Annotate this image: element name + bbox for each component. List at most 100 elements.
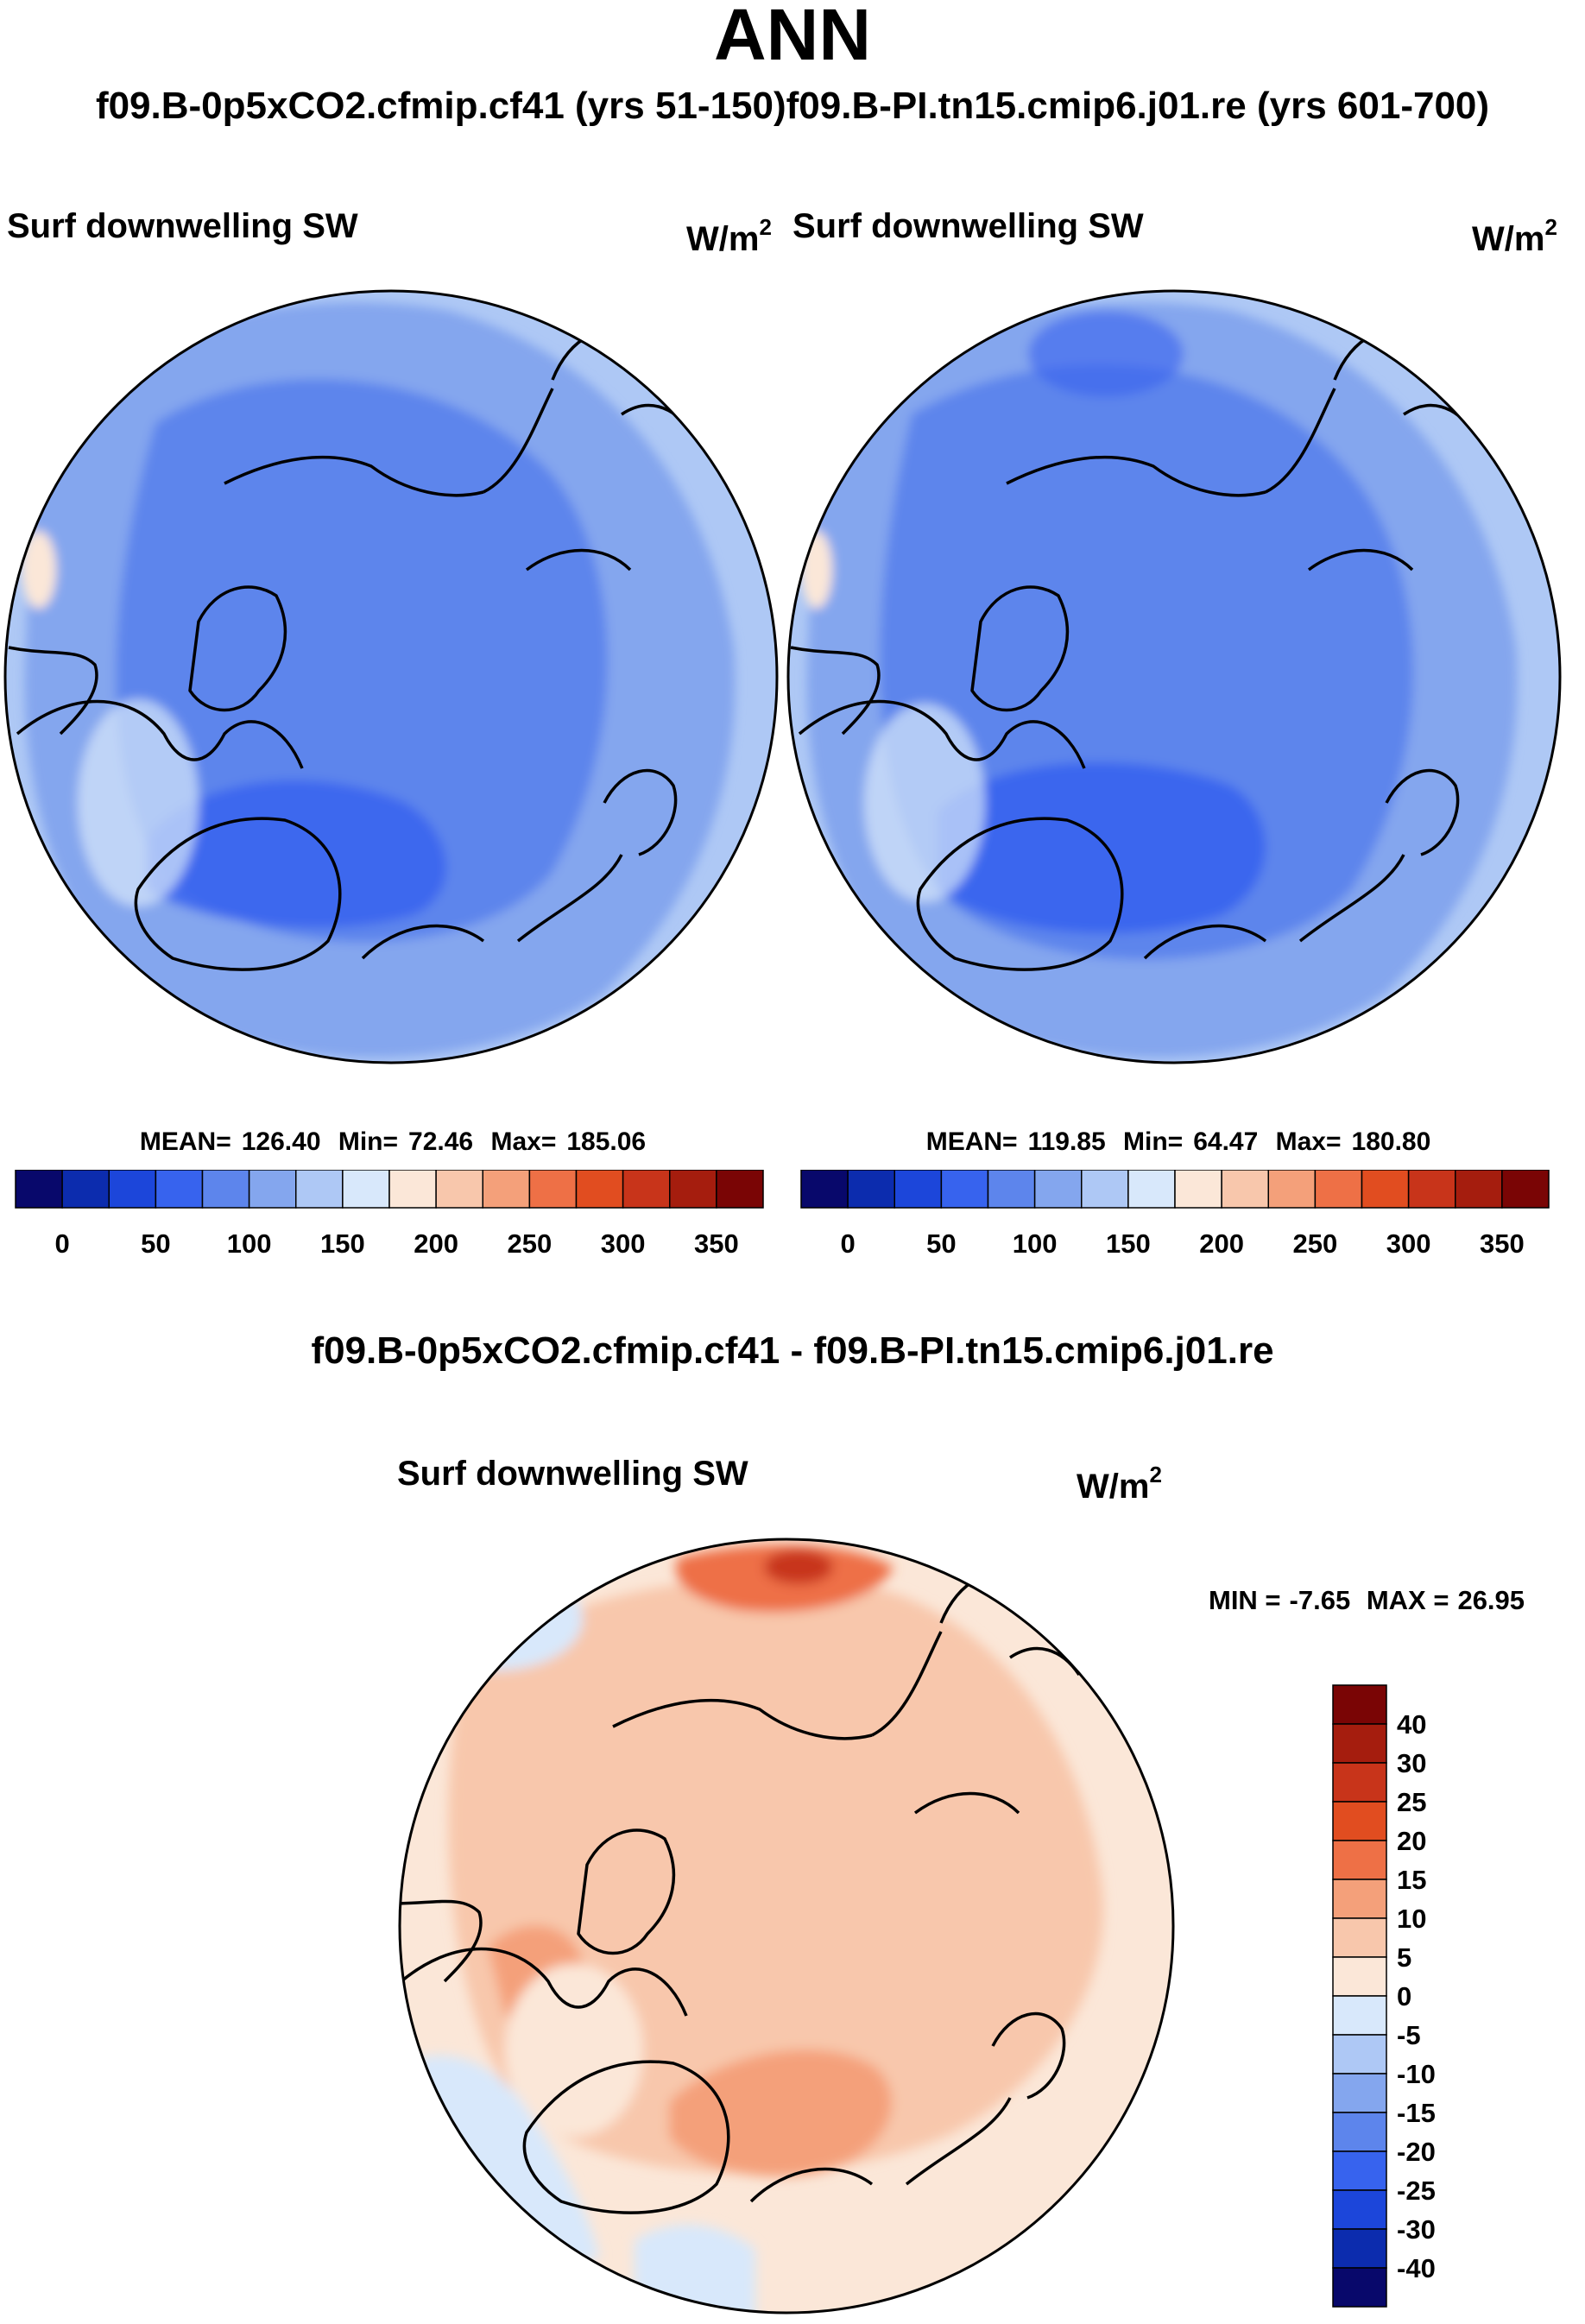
panel2-max: 180.80: [1351, 1127, 1431, 1156]
panel1-colorbar-box: [669, 1170, 717, 1209]
panel3-colorbar-tick-label: -40: [1397, 2253, 1436, 2283]
panel2-stats: MEAN= 119.85 Min= 64.47 Max= 180.80: [786, 1127, 1571, 1157]
panel3-colorbar-box: [1332, 1956, 1387, 1997]
panel3-min-label: MIN =: [1209, 1585, 1281, 1615]
panel1-field-min: [147, 780, 447, 928]
panel3-colorbar-box: [1332, 2073, 1387, 2113]
panel1-colorbar-tick-label: 150: [320, 1228, 365, 1259]
panel1-colorbar: 0 50 100 150 200 250 300 350: [15, 1170, 764, 1259]
panel1-field-max: [22, 531, 56, 609]
panel1-colorbar-tick-label: 250: [508, 1228, 553, 1259]
panel2-colorbar-tick-label: 50: [926, 1228, 956, 1259]
panel2-colorbar-box: [1174, 1170, 1222, 1209]
panel1-stats: MEAN= 126.40 Min= 72.46 Max= 185.06: [0, 1127, 786, 1157]
panel2-colorbar-tick-label: 100: [1013, 1228, 1058, 1259]
panel2-colorbar-box: [1267, 1170, 1317, 1209]
panel3-colorbar-box: [1332, 2189, 1387, 2230]
panel2-colorbar: 0 50 100 150 200 250 300 350: [800, 1170, 1550, 1259]
panel2-min: 64.47: [1193, 1127, 1259, 1156]
panel2-field-north: [1028, 311, 1184, 397]
panel3-colorbar-box: [1332, 2112, 1387, 2152]
panel1-colorbar-box: [482, 1170, 531, 1209]
panel2-map: [786, 289, 1562, 1064]
panel1-colorbar-box: [295, 1170, 344, 1209]
page-title: ANN: [714, 0, 871, 75]
case-title-2: f09.B-PI.tn15.cmip6.j01.re (yrs 601-700): [786, 85, 1490, 127]
panel3-colorbar-box: [1332, 2267, 1387, 2308]
panel3-map-border: [398, 1538, 1175, 2315]
panel2-field-min: [938, 761, 1266, 934]
panel1-colorbar-box: [155, 1170, 204, 1209]
panel3-colorbar-tick-label: -25: [1397, 2176, 1436, 2206]
panel3-colorbar-tick-label: -10: [1397, 2059, 1436, 2089]
panel2-variable-label: Surf downwelling SW: [792, 207, 1144, 245]
panel3-colorbar-box: [1332, 2228, 1387, 2269]
panel3-coastlines: [400, 1571, 1081, 2214]
panel3-colorbar-box: [1332, 1684, 1387, 1725]
panel2-colorbar-box: [1501, 1170, 1550, 1209]
panel3-field-negative-north: [410, 1567, 583, 1670]
panel1-variable-label: Surf downwelling SW: [7, 207, 358, 245]
panel1-colorbar-box: [61, 1170, 110, 1209]
panel2-field-greenland: [864, 704, 985, 902]
panel3-variable-label: Surf downwelling SW: [397, 1455, 748, 1493]
panel3-colorbar-tick-label: 30: [1397, 1748, 1426, 1778]
panel2-colorbar-box: [1033, 1170, 1083, 1209]
panel2-map-border: [786, 289, 1562, 1064]
panel3-colorbar-tick-label: -15: [1397, 2098, 1436, 2128]
panel1-units: W/m2: [686, 214, 772, 258]
panel3-field-negative-south: [635, 2224, 755, 2313]
panel3-field-norway: [669, 2049, 892, 2177]
panel2-units: W/m2: [1472, 214, 1557, 258]
case-title-1: f09.B-0p5xCO2.cfmip.cf41 (yrs 51-150): [95, 85, 786, 127]
panel3-field-max: [764, 1550, 833, 1584]
panel1-field-greenland: [78, 699, 199, 906]
panel1-mean-label: MEAN=: [139, 1127, 231, 1156]
panel3-colorbar: 40 30 25 20 15 10 5 0 -5 -10 -15 -20 -25 -30 -40: [1332, 1684, 1436, 2308]
panel1-min-label: Min=: [338, 1127, 399, 1156]
panel1-coastlines: [8, 328, 692, 971]
panel2-colorbar-box: [1081, 1170, 1129, 1209]
panel3-colorbar-tick-label: -5: [1397, 2020, 1421, 2050]
panel2-field-max: [801, 531, 832, 609]
panel3-colorbar-box: [1332, 2034, 1387, 2075]
panel2-min-label: Min=: [1123, 1127, 1184, 1156]
panel2-colorbar-box: [1455, 1170, 1503, 1209]
panel3-min: -7.65: [1289, 1585, 1351, 1615]
panel3-colorbar-box: [1332, 2150, 1387, 2191]
panel1-colorbar-tick-label: 300: [601, 1228, 646, 1259]
panel3-colorbar-box: [1332, 1723, 1387, 1764]
panel3-field-greenland: [505, 1964, 643, 2137]
panel3-minmax: MIN = -7.65 MAX = 26.95: [1209, 1585, 1533, 1616]
panel2-colorbar-box: [940, 1170, 989, 1209]
panel3-colorbar-box: [1332, 1801, 1387, 1841]
panel3-colorbar-tick-label: 10: [1397, 1904, 1426, 1934]
panel1-colorbar-box: [528, 1170, 578, 1209]
panel1-colorbar-box: [248, 1170, 297, 1209]
panel3-colorbar-box: [1332, 1995, 1387, 2036]
panel1-map-border: [3, 289, 779, 1064]
panel1-colorbar-tick-label: 200: [414, 1228, 458, 1259]
panel3-max-label: MAX =: [1366, 1585, 1449, 1615]
panel3-colorbar-box: [1332, 1917, 1387, 1958]
panel2-colorbar-tick-label: 300: [1386, 1228, 1431, 1259]
panel2-colorbar-box: [847, 1170, 895, 1209]
panel2-colorbar-box: [1221, 1170, 1269, 1209]
panel1-colorbar-box: [15, 1170, 63, 1209]
panel2-colorbar-tick-label: 0: [841, 1228, 856, 1259]
panel1-colorbar-box: [716, 1170, 764, 1209]
panel1-colorbar-box: [575, 1170, 624, 1209]
panel2-colorbar-tick-label: 200: [1199, 1228, 1244, 1259]
panel1-colorbar-box: [435, 1170, 483, 1209]
panel2-mean-label: MEAN=: [925, 1127, 1018, 1156]
panel3-colorbar-tick-label: 25: [1397, 1787, 1426, 1817]
panel1-max-label: Max=: [490, 1127, 557, 1156]
panel1-colorbar-box: [108, 1170, 157, 1209]
panel2-mean: 119.85: [1027, 1127, 1106, 1156]
panel3-colorbar-box: [1332, 1762, 1387, 1803]
panel3-colorbar-tick-label: 0: [1397, 1981, 1411, 2011]
panel1-mean: 126.40: [241, 1127, 321, 1156]
panel3-map: [398, 1538, 1175, 2315]
panel3-colorbar-tick-label: 40: [1397, 1709, 1426, 1740]
panel2-colorbar-tick-label: 250: [1293, 1228, 1338, 1259]
